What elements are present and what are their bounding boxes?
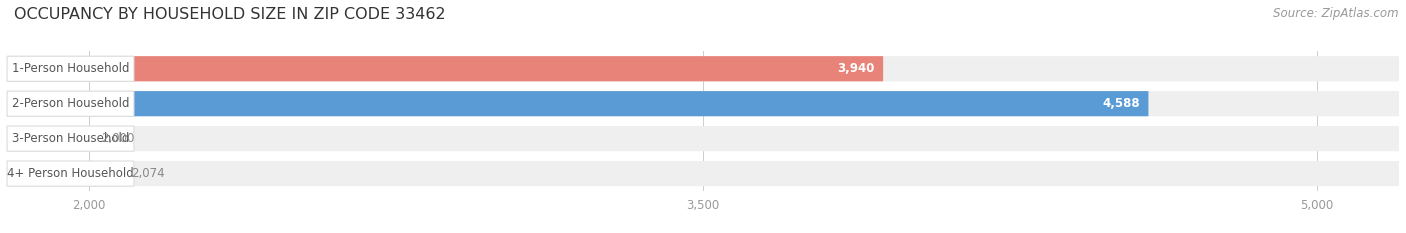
FancyBboxPatch shape: [7, 56, 883, 81]
FancyBboxPatch shape: [7, 161, 134, 186]
Text: 2,074: 2,074: [132, 167, 165, 180]
FancyBboxPatch shape: [7, 91, 1149, 116]
FancyBboxPatch shape: [7, 91, 1399, 116]
Text: 4,588: 4,588: [1102, 97, 1140, 110]
FancyBboxPatch shape: [7, 126, 134, 151]
Text: 2-Person Household: 2-Person Household: [11, 97, 129, 110]
Text: 1-Person Household: 1-Person Household: [11, 62, 129, 75]
FancyBboxPatch shape: [7, 91, 134, 116]
FancyBboxPatch shape: [7, 161, 1399, 186]
FancyBboxPatch shape: [7, 161, 120, 186]
Text: 3-Person Household: 3-Person Household: [11, 132, 129, 145]
FancyBboxPatch shape: [7, 126, 89, 151]
Text: 2,000: 2,000: [101, 132, 135, 145]
FancyBboxPatch shape: [7, 126, 1399, 151]
Text: 3,940: 3,940: [838, 62, 875, 75]
Text: Source: ZipAtlas.com: Source: ZipAtlas.com: [1274, 7, 1399, 20]
FancyBboxPatch shape: [7, 56, 1399, 81]
Text: 4+ Person Household: 4+ Person Household: [7, 167, 134, 180]
Text: OCCUPANCY BY HOUSEHOLD SIZE IN ZIP CODE 33462: OCCUPANCY BY HOUSEHOLD SIZE IN ZIP CODE …: [14, 7, 446, 22]
FancyBboxPatch shape: [7, 56, 134, 81]
